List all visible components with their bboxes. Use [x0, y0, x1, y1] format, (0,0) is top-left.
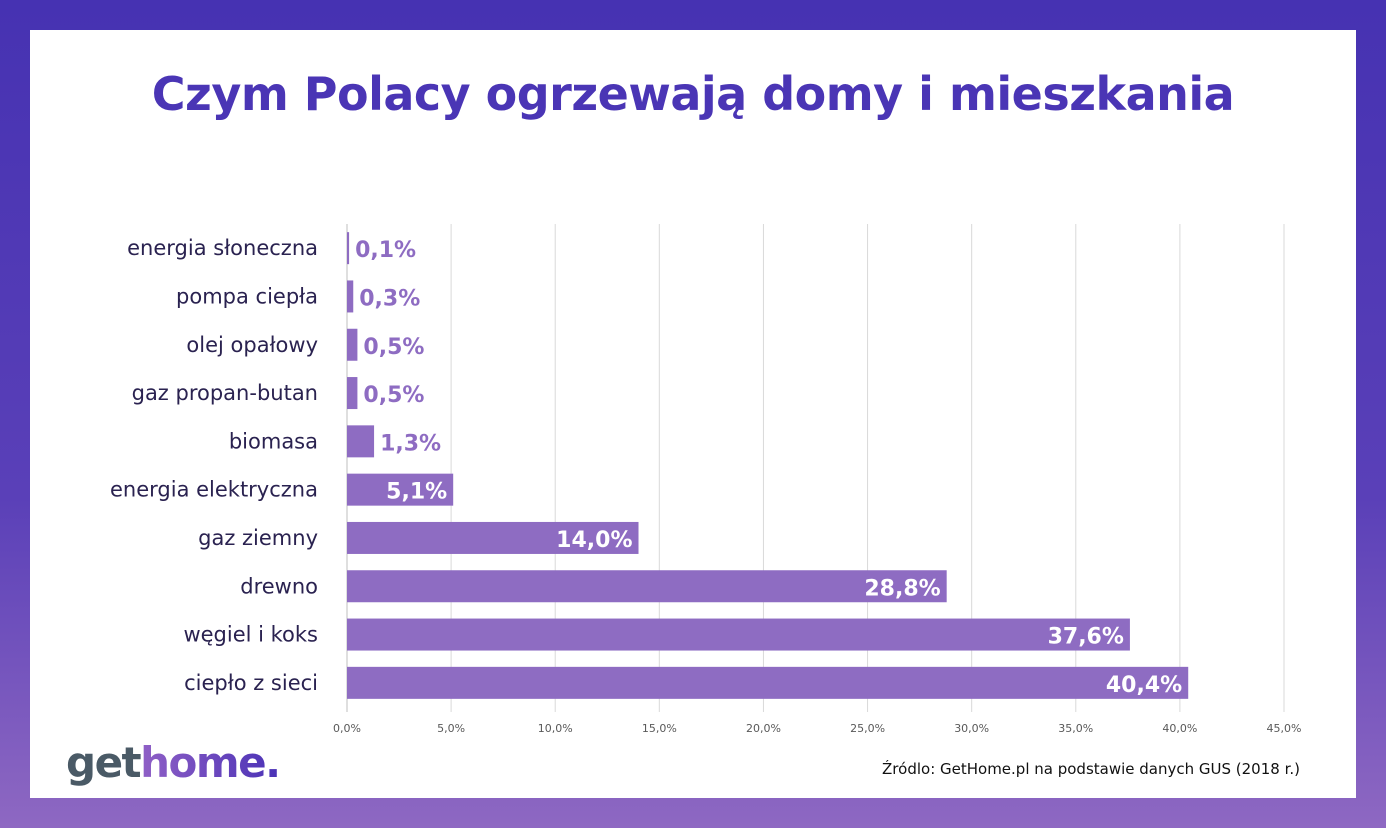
- data-label: 14,0%: [556, 528, 632, 553]
- data-label: 5,1%: [386, 480, 447, 505]
- bar: [347, 666, 1189, 699]
- x-tick-label: 35,0%: [1058, 722, 1093, 735]
- title-text: Czym Polacy ogrzewają domy i mieszkania: [151, 67, 1235, 121]
- bar: [347, 425, 375, 458]
- data-label: 0,3%: [359, 286, 420, 311]
- category-label: energia elektryczna: [110, 478, 318, 502]
- gethome-logo: gethome.: [66, 738, 281, 788]
- data-label: 28,8%: [864, 576, 940, 601]
- bar: [347, 570, 947, 603]
- data-label: 37,6%: [1048, 625, 1124, 650]
- category-label: gaz ziemny: [198, 526, 318, 550]
- logo-part2: home.: [140, 738, 281, 787]
- category-label: olej opałowy: [186, 333, 318, 357]
- x-tick-label: 0,0%: [333, 722, 361, 735]
- bar: [347, 473, 454, 506]
- bar: [347, 328, 358, 361]
- category-label: drewno: [240, 574, 318, 598]
- data-label: 0,5%: [363, 383, 424, 408]
- bar: [347, 377, 358, 410]
- category-label: pompa ciepła: [176, 284, 318, 308]
- x-tick-label: 5,0%: [437, 722, 465, 735]
- data-label: 0,1%: [355, 238, 416, 263]
- x-tick-label: 20,0%: [746, 722, 781, 735]
- chart-title: Czym Polacy ogrzewają domy i mieszkania: [0, 58, 1386, 130]
- x-tick-label: 30,0%: [954, 722, 989, 735]
- source-note: Źródlo: GetHome.pl na podstawie danych G…: [882, 760, 1300, 778]
- x-tick-label: 15,0%: [642, 722, 677, 735]
- category-label: biomasa: [229, 429, 318, 453]
- bar: [347, 618, 1130, 651]
- bar: [347, 280, 354, 313]
- logo-part1: get: [66, 738, 142, 787]
- category-label: ciepło z sieci: [184, 671, 318, 695]
- x-tick-label: 40,0%: [1162, 722, 1197, 735]
- data-label: 40,4%: [1106, 673, 1182, 698]
- bar: [347, 521, 639, 554]
- x-tick-label: 45,0%: [1267, 722, 1302, 735]
- x-tick-label: 10,0%: [538, 722, 573, 735]
- category-label: gaz propan-butan: [132, 381, 318, 405]
- data-label: 1,3%: [380, 431, 441, 456]
- category-label: energia słoneczna: [127, 236, 318, 260]
- data-label: 0,5%: [363, 335, 424, 360]
- bar: [347, 232, 350, 265]
- category-label: węgiel i koks: [183, 623, 318, 647]
- x-tick-label: 25,0%: [850, 722, 885, 735]
